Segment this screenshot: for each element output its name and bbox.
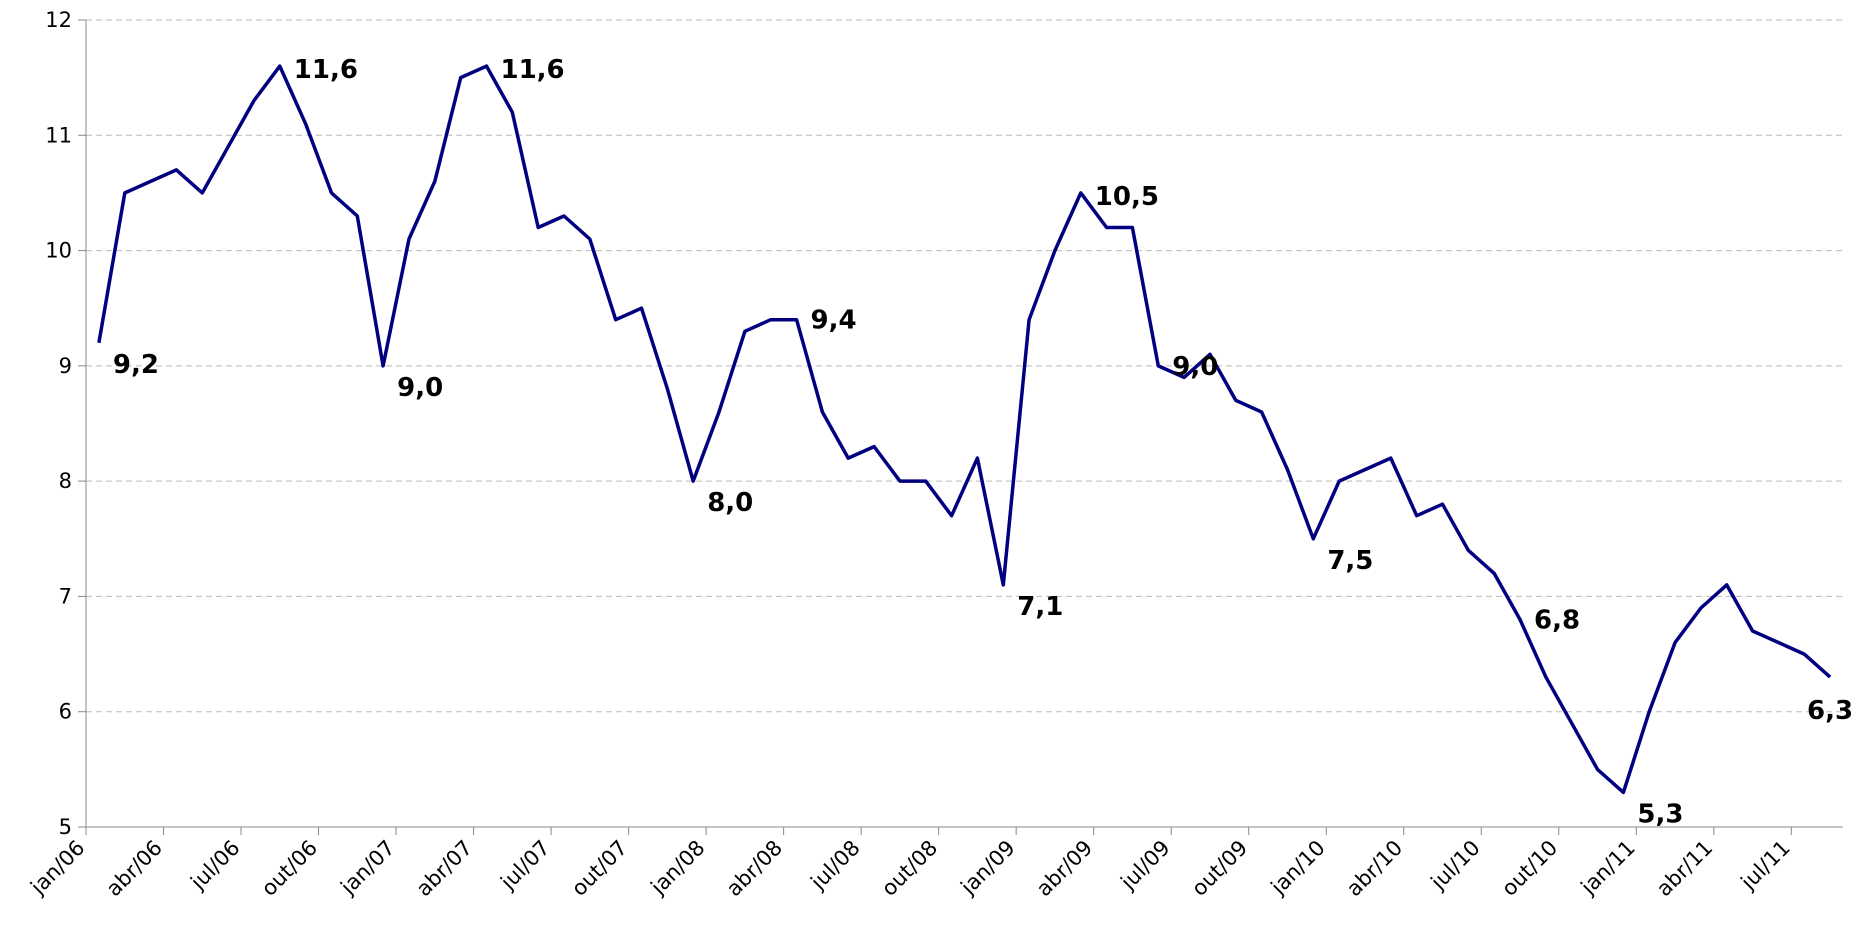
x-tick-label: abr/10 — [1342, 836, 1408, 902]
y-tick-label: 11 — [45, 123, 72, 147]
line — [97, 64, 1832, 795]
data-label: 9,0 — [397, 373, 443, 403]
x-tick-label: out/10 — [1497, 836, 1562, 901]
y-tick-label: 9 — [59, 354, 72, 378]
y-tick-label: 7 — [59, 584, 72, 608]
x-tick-label: jul/11 — [1736, 836, 1795, 895]
data-label: 5,3 — [1637, 799, 1683, 829]
x-tick-label: jan/08 — [645, 836, 709, 900]
data-label: 9,0 — [1172, 352, 1218, 382]
x-tick-label: jul/06 — [185, 836, 244, 895]
y-tick-label: 10 — [45, 239, 72, 263]
data-label: 8,0 — [707, 488, 753, 518]
x-tick-label: jan/09 — [955, 836, 1019, 900]
x-tick-label: jan/06 — [25, 836, 89, 900]
x-tick-label: jan/10 — [1266, 836, 1330, 900]
data-label: 11,6 — [500, 55, 564, 85]
data-label: 6,3 — [1807, 696, 1853, 726]
data-label: 10,5 — [1095, 182, 1159, 212]
data-label: 9,2 — [113, 350, 159, 380]
x-tick-label: jul/09 — [1115, 836, 1174, 895]
y-tick-label: 8 — [59, 469, 72, 493]
x-tick-label: abr/07 — [412, 836, 478, 902]
y-tick-label: 5 — [59, 815, 72, 839]
data-label: 9,4 — [811, 306, 857, 336]
x-tick-label: out/08 — [877, 836, 942, 901]
data-label: 7,1 — [1017, 592, 1063, 622]
y-tick-label: 12 — [45, 8, 72, 32]
x-tick-label: jul/07 — [495, 836, 554, 895]
x-tick-label: jan/11 — [1576, 836, 1640, 900]
x-tick-label: jul/08 — [805, 836, 864, 895]
x-tick-label: jul/10 — [1426, 836, 1485, 895]
data-label: 6,8 — [1534, 605, 1580, 635]
x-tick-label: out/07 — [567, 836, 632, 901]
data-label: 11,6 — [294, 55, 358, 85]
x-tick-label: abr/06 — [102, 836, 168, 902]
x-tick-label: abr/09 — [1032, 836, 1098, 902]
x-tick-label: out/09 — [1187, 836, 1252, 901]
x-tick-label: abr/11 — [1652, 836, 1718, 902]
x-tick-label: out/06 — [257, 836, 322, 901]
x-tick-label: abr/08 — [722, 836, 788, 902]
x-tick-label: jan/07 — [335, 836, 399, 900]
data-label: 7,5 — [1327, 546, 1373, 576]
y-tick-label: 6 — [59, 700, 72, 724]
